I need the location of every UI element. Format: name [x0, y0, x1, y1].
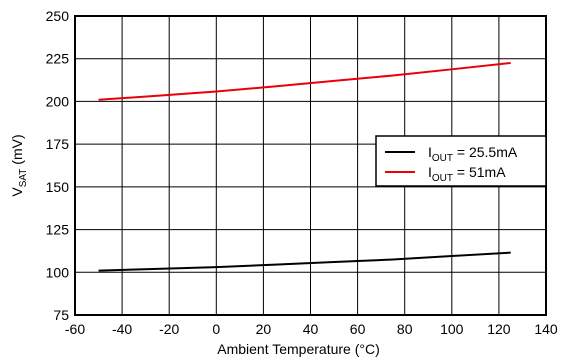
y-tick-label: 200 [46, 93, 70, 109]
y-tick-label: 100 [46, 264, 70, 280]
x-tick-label: 60 [350, 321, 366, 337]
x-tick-label: 120 [487, 321, 511, 337]
x-tick-label: 140 [534, 321, 558, 337]
x-tick-label: 80 [397, 321, 413, 337]
y-axis-title-subscript: SAT [18, 169, 29, 188]
y-tick-label: 75 [53, 307, 69, 323]
x-tick-label: -20 [159, 321, 179, 337]
x-tick-label: 20 [256, 321, 272, 337]
legend-label-rest: = 51mA [453, 164, 506, 180]
x-tick-labels: -60 -40 -20 0 20 40 60 80 100 120 140 [65, 321, 558, 337]
x-tick-label: -60 [65, 321, 85, 337]
x-tick-label: 0 [212, 321, 220, 337]
y-axis-title-main: V [9, 187, 25, 197]
x-axis-title: Ambient Temperature (°C) [217, 341, 380, 357]
x-tick-label: -40 [112, 321, 132, 337]
legend: IOUT = 25.5mA IOUT = 51mA [375, 135, 547, 187]
series-line-0 [98, 251, 511, 272]
legend-label-iout-25-5ma: IOUT = 25.5mA [428, 144, 518, 164]
y-tick-label: 125 [46, 222, 70, 238]
legend-box [375, 135, 547, 187]
x-tick-label: 100 [440, 321, 464, 337]
y-tick-label: 225 [46, 51, 70, 67]
y-axis-title-unit: (mV) [9, 134, 25, 168]
y-tick-label: 250 [46, 8, 70, 24]
y-tick-label: 175 [46, 136, 70, 152]
legend-label-rest: = 25.5mA [453, 144, 518, 160]
legend-label-main: I [428, 164, 432, 180]
y-tick-labels: 75 100 125 150 175 200 225 250 [46, 8, 70, 323]
x-tick-label: 40 [303, 321, 319, 337]
series-line-1 [98, 61, 511, 101]
y-tick-label: 150 [46, 179, 70, 195]
legend-label-main: I [428, 144, 432, 160]
data-series [98, 61, 511, 272]
y-axis-title: VSAT (mV) [9, 134, 29, 196]
legend-label-subscript: OUT [432, 153, 453, 164]
legend-label-subscript: OUT [432, 173, 453, 184]
legend-label-iout-51ma: IOUT = 51mA [428, 164, 506, 184]
